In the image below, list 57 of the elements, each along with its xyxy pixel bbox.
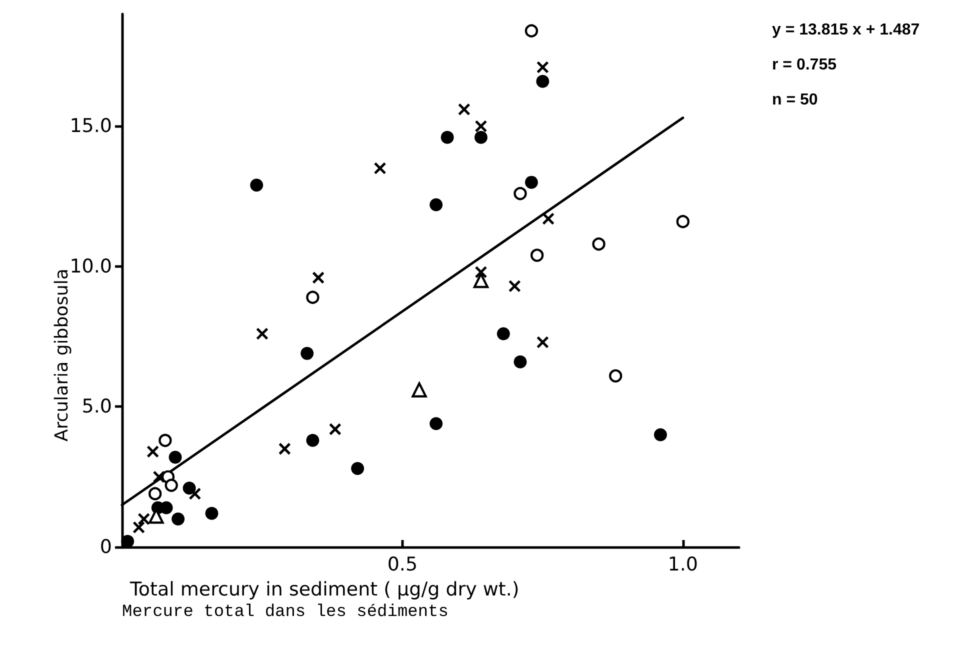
point	[536, 61, 549, 74]
x-axis-title: Total mercury in sediment ( µg/g dry wt.) Mercure total dans les sédiments	[122, 578, 520, 622]
point	[508, 280, 521, 292]
point	[306, 434, 320, 447]
point	[328, 422, 342, 436]
y-tick-label: 15.0	[70, 115, 112, 138]
y-tick-label: 10.0	[70, 255, 112, 278]
text: n = 50	[772, 92, 818, 108]
point	[300, 346, 314, 360]
point	[458, 103, 470, 116]
point	[474, 120, 488, 132]
point	[430, 417, 443, 430]
y-tick-label: 0	[100, 536, 112, 558]
point	[132, 521, 146, 534]
point	[474, 130, 488, 144]
point	[514, 355, 527, 368]
point	[440, 130, 454, 144]
y-tick-label: 5.0	[82, 396, 112, 418]
point	[514, 186, 527, 200]
point	[374, 162, 386, 175]
point	[609, 369, 622, 382]
point	[536, 336, 549, 348]
point	[412, 382, 427, 398]
point	[138, 512, 150, 526]
x-tick-label: 0.5	[387, 554, 418, 576]
point	[654, 428, 667, 442]
point	[536, 74, 550, 88]
point	[312, 271, 325, 284]
point	[306, 290, 320, 304]
point	[676, 214, 690, 228]
point	[172, 512, 185, 526]
point	[474, 266, 488, 278]
point	[152, 470, 166, 484]
point	[148, 487, 162, 500]
point	[188, 487, 202, 500]
point	[205, 506, 218, 520]
point	[473, 272, 489, 288]
y-axis-title: Arcularia gibbosula	[52, 268, 72, 442]
point	[592, 237, 606, 251]
text: y = 13.815 x + 1.487	[772, 22, 920, 38]
point	[430, 198, 443, 212]
point	[496, 327, 510, 340]
point	[524, 24, 538, 38]
text: r = 0.755	[772, 56, 837, 74]
point	[351, 462, 364, 475]
point	[121, 534, 134, 548]
point	[256, 328, 268, 340]
point	[146, 445, 160, 458]
point	[524, 176, 538, 189]
point	[278, 442, 291, 456]
point	[164, 478, 178, 492]
point	[530, 248, 544, 262]
point	[168, 450, 182, 464]
point	[158, 434, 172, 447]
point	[250, 178, 264, 192]
point	[542, 212, 555, 226]
x-tick-label: 1.0	[668, 554, 698, 576]
